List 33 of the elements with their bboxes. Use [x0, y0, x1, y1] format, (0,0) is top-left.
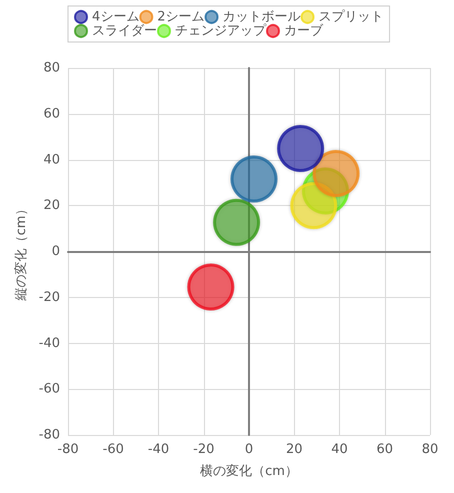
x-axis-title: 横の変化（cm） — [200, 463, 298, 479]
x-tick-label: -60 — [102, 442, 124, 457]
y-tick-label: -80 — [38, 428, 60, 442]
point — [277, 125, 324, 172]
point — [230, 156, 278, 203]
legend-label: カットボール — [222, 10, 301, 24]
y-tick-label: -60 — [38, 382, 60, 397]
y-tick-label: 80 — [43, 60, 60, 76]
legend-label: カーブ — [284, 24, 324, 38]
legend-label: 2シーム — [157, 10, 205, 24]
legend-label: スプリット — [318, 10, 384, 24]
x-tick-label: 60 — [376, 442, 394, 457]
y-tick-label: 0 — [52, 244, 60, 259]
y-tick-label: 20 — [43, 198, 60, 214]
x-tick-label: -20 — [193, 442, 214, 457]
x-tick-label: 80 — [422, 442, 438, 457]
legend-label: スライダー — [92, 24, 157, 38]
x-tick-label: 40 — [331, 442, 348, 457]
point — [213, 198, 260, 246]
legend-label: チェンジアップ — [175, 24, 267, 38]
point — [187, 264, 234, 311]
y-axis-title: 縦の変化（cm） — [12, 202, 29, 302]
x-tick-label: 0 — [244, 442, 254, 457]
x-tick-label: -80 — [57, 442, 79, 457]
y-tick-label: 40 — [43, 152, 60, 168]
x-tick-label: 20 — [286, 442, 303, 457]
y-tick-label: -40 — [38, 336, 60, 351]
y-tick-label: -20 — [38, 290, 60, 305]
legend-label: 4シーム — [92, 10, 140, 24]
y-tick-label: 60 — [43, 106, 60, 122]
point — [290, 182, 338, 230]
point — [312, 150, 360, 197]
x-tick-label: -40 — [148, 442, 170, 457]
